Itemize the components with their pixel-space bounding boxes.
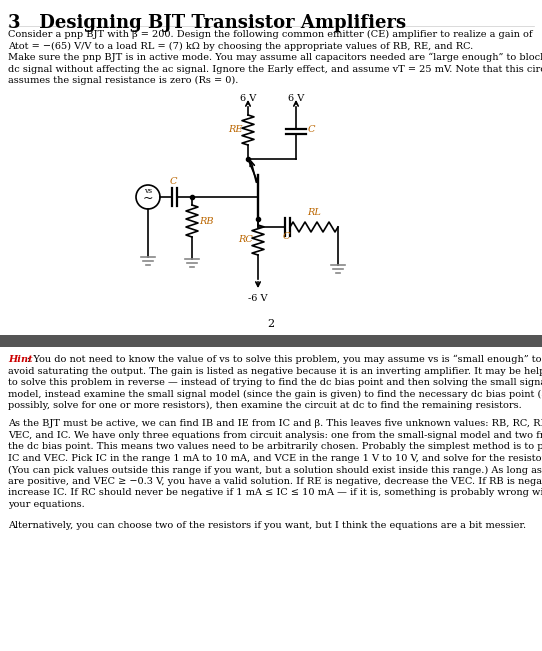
Text: As the BJT must be active, we can find IB and IE from IC and β. This leaves five: As the BJT must be active, we can find I… <box>8 419 542 428</box>
Text: avoid saturating the output. The gain is listed as negative because it is an inv: avoid saturating the output. The gain is… <box>8 367 542 376</box>
Text: possibly, solve for one or more resistors), then examine the circuit at dc to fi: possibly, solve for one or more resistor… <box>8 401 522 410</box>
Text: ~: ~ <box>143 191 153 204</box>
Text: Consider a pnp BJT with β = 200. Design the following common emitter (CE) amplif: Consider a pnp BJT with β = 200. Design … <box>8 30 532 39</box>
Text: 6 V: 6 V <box>240 94 256 103</box>
Text: your equations.: your equations. <box>8 500 85 509</box>
Text: RE: RE <box>228 124 242 133</box>
Text: RB: RB <box>199 217 214 225</box>
Text: Alternatively, you can choose two of the resistors if you want, but I think the : Alternatively, you can choose two of the… <box>8 521 526 530</box>
Text: 6 V: 6 V <box>288 94 304 103</box>
Text: Hint: Hint <box>8 355 33 364</box>
Text: are positive, and VEC ≥ −0.3 V, you have a valid solution. If RE is negative, de: are positive, and VEC ≥ −0.3 V, you have… <box>8 477 542 486</box>
Text: VEC, and IC. We have only three equations from circuit analysis: one from the sm: VEC, and IC. We have only three equation… <box>8 431 542 440</box>
Text: 3   Designing BJT Transistor Amplifiers: 3 Designing BJT Transistor Amplifiers <box>8 14 406 32</box>
Text: dc signal without affecting the ac signal. Ignore the Early effect, and assume v: dc signal without affecting the ac signa… <box>8 64 542 74</box>
Text: the dc bias point. This means two values need to be arbitrarily chosen. Probably: the dc bias point. This means two values… <box>8 443 542 451</box>
Text: vs: vs <box>144 187 152 195</box>
Text: C: C <box>308 126 315 135</box>
Text: -6 V: -6 V <box>248 294 268 303</box>
Text: model, instead examine the small signal model (since the gain is given) to find : model, instead examine the small signal … <box>8 389 542 398</box>
Text: C: C <box>282 232 290 241</box>
Text: : You do not need to know the value of vs to solve this problem, you may assume : : You do not need to know the value of v… <box>27 355 541 365</box>
Text: assumes the signal resistance is zero (Rs = 0).: assumes the signal resistance is zero (R… <box>8 76 238 85</box>
Text: Make sure the pnp BJT is in active mode. You may assume all capacitors needed ar: Make sure the pnp BJT is in active mode.… <box>8 53 542 62</box>
Text: C: C <box>169 177 177 186</box>
Text: to solve this problem in reverse — instead of trying to find the dc bias point a: to solve this problem in reverse — inste… <box>8 378 542 387</box>
Text: RL: RL <box>307 208 321 217</box>
Text: 2: 2 <box>267 319 275 329</box>
Text: IC and VEC. Pick IC in the range 1 mA to 10 mA, and VCE in the range 1 V to 10 V: IC and VEC. Pick IC in the range 1 mA to… <box>8 454 542 463</box>
Text: increase IC. If RC should never be negative if 1 mA ≤ IC ≤ 10 mA — if it is, som: increase IC. If RC should never be negat… <box>8 488 542 497</box>
Text: RC: RC <box>238 234 253 243</box>
Text: (You can pick values outside this range if you want, but a solution should exist: (You can pick values outside this range … <box>8 465 542 475</box>
Text: Atot = −(65) V/V to a load RL = (7) kΩ by choosing the appropriate values of RB,: Atot = −(65) V/V to a load RL = (7) kΩ b… <box>8 42 473 51</box>
Bar <box>0 335 542 347</box>
